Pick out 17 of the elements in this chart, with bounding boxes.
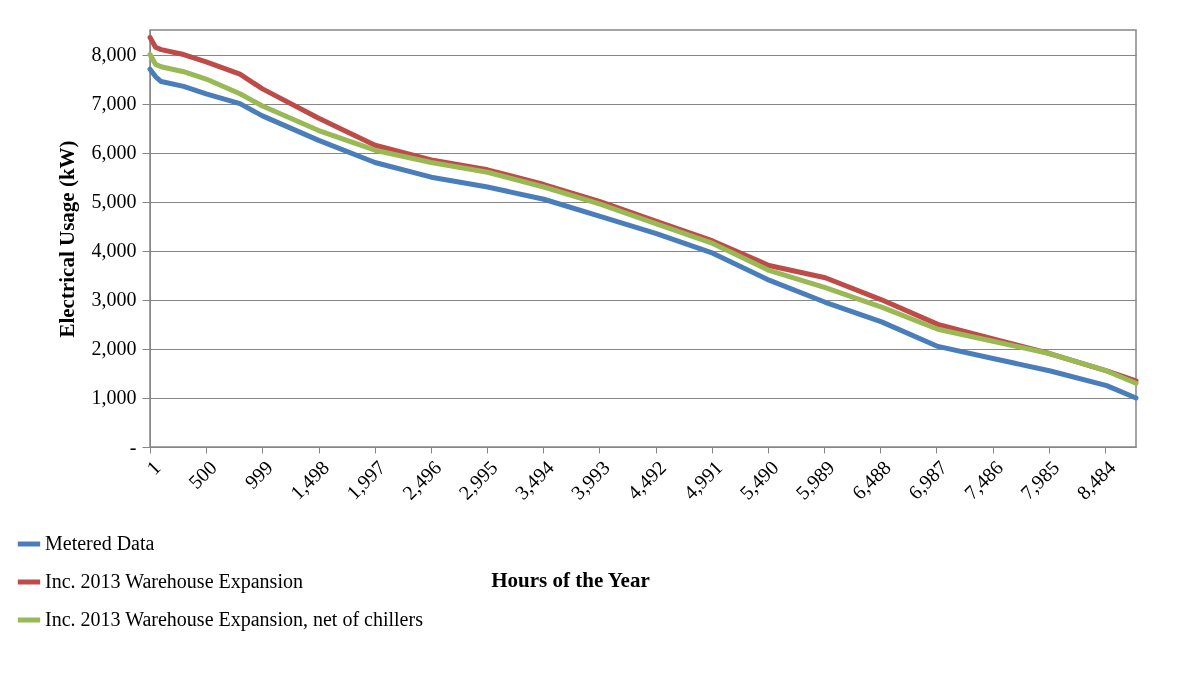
- y-tick-label: 7,000: [91, 92, 137, 115]
- y-axis-title: Electrical Usage (kW): [54, 140, 79, 338]
- x-tick-label: 999: [240, 456, 277, 493]
- y-tick-label: 3,000: [91, 288, 137, 311]
- y-tick-label: 2,000: [91, 337, 137, 360]
- y-tick-label: 6,000: [91, 141, 137, 164]
- x-tick-label: 1: [142, 456, 165, 479]
- legend-label: Metered Data: [45, 532, 155, 554]
- x-axis-title: Hours of the Year: [491, 567, 650, 592]
- x-tick-label: 500: [184, 456, 221, 493]
- y-tick-label: 8,000: [91, 43, 137, 66]
- y-tick-label: -: [129, 435, 137, 458]
- y-tick-label: 5,000: [91, 190, 137, 213]
- legend-label: Inc. 2013 Warehouse Expansion, net of chillers: [45, 608, 424, 631]
- y-tick-label: 4,000: [91, 239, 137, 262]
- legend-label: Inc. 2013 Warehouse Expansion: [45, 570, 303, 593]
- y-tick-label: 1,000: [91, 386, 137, 409]
